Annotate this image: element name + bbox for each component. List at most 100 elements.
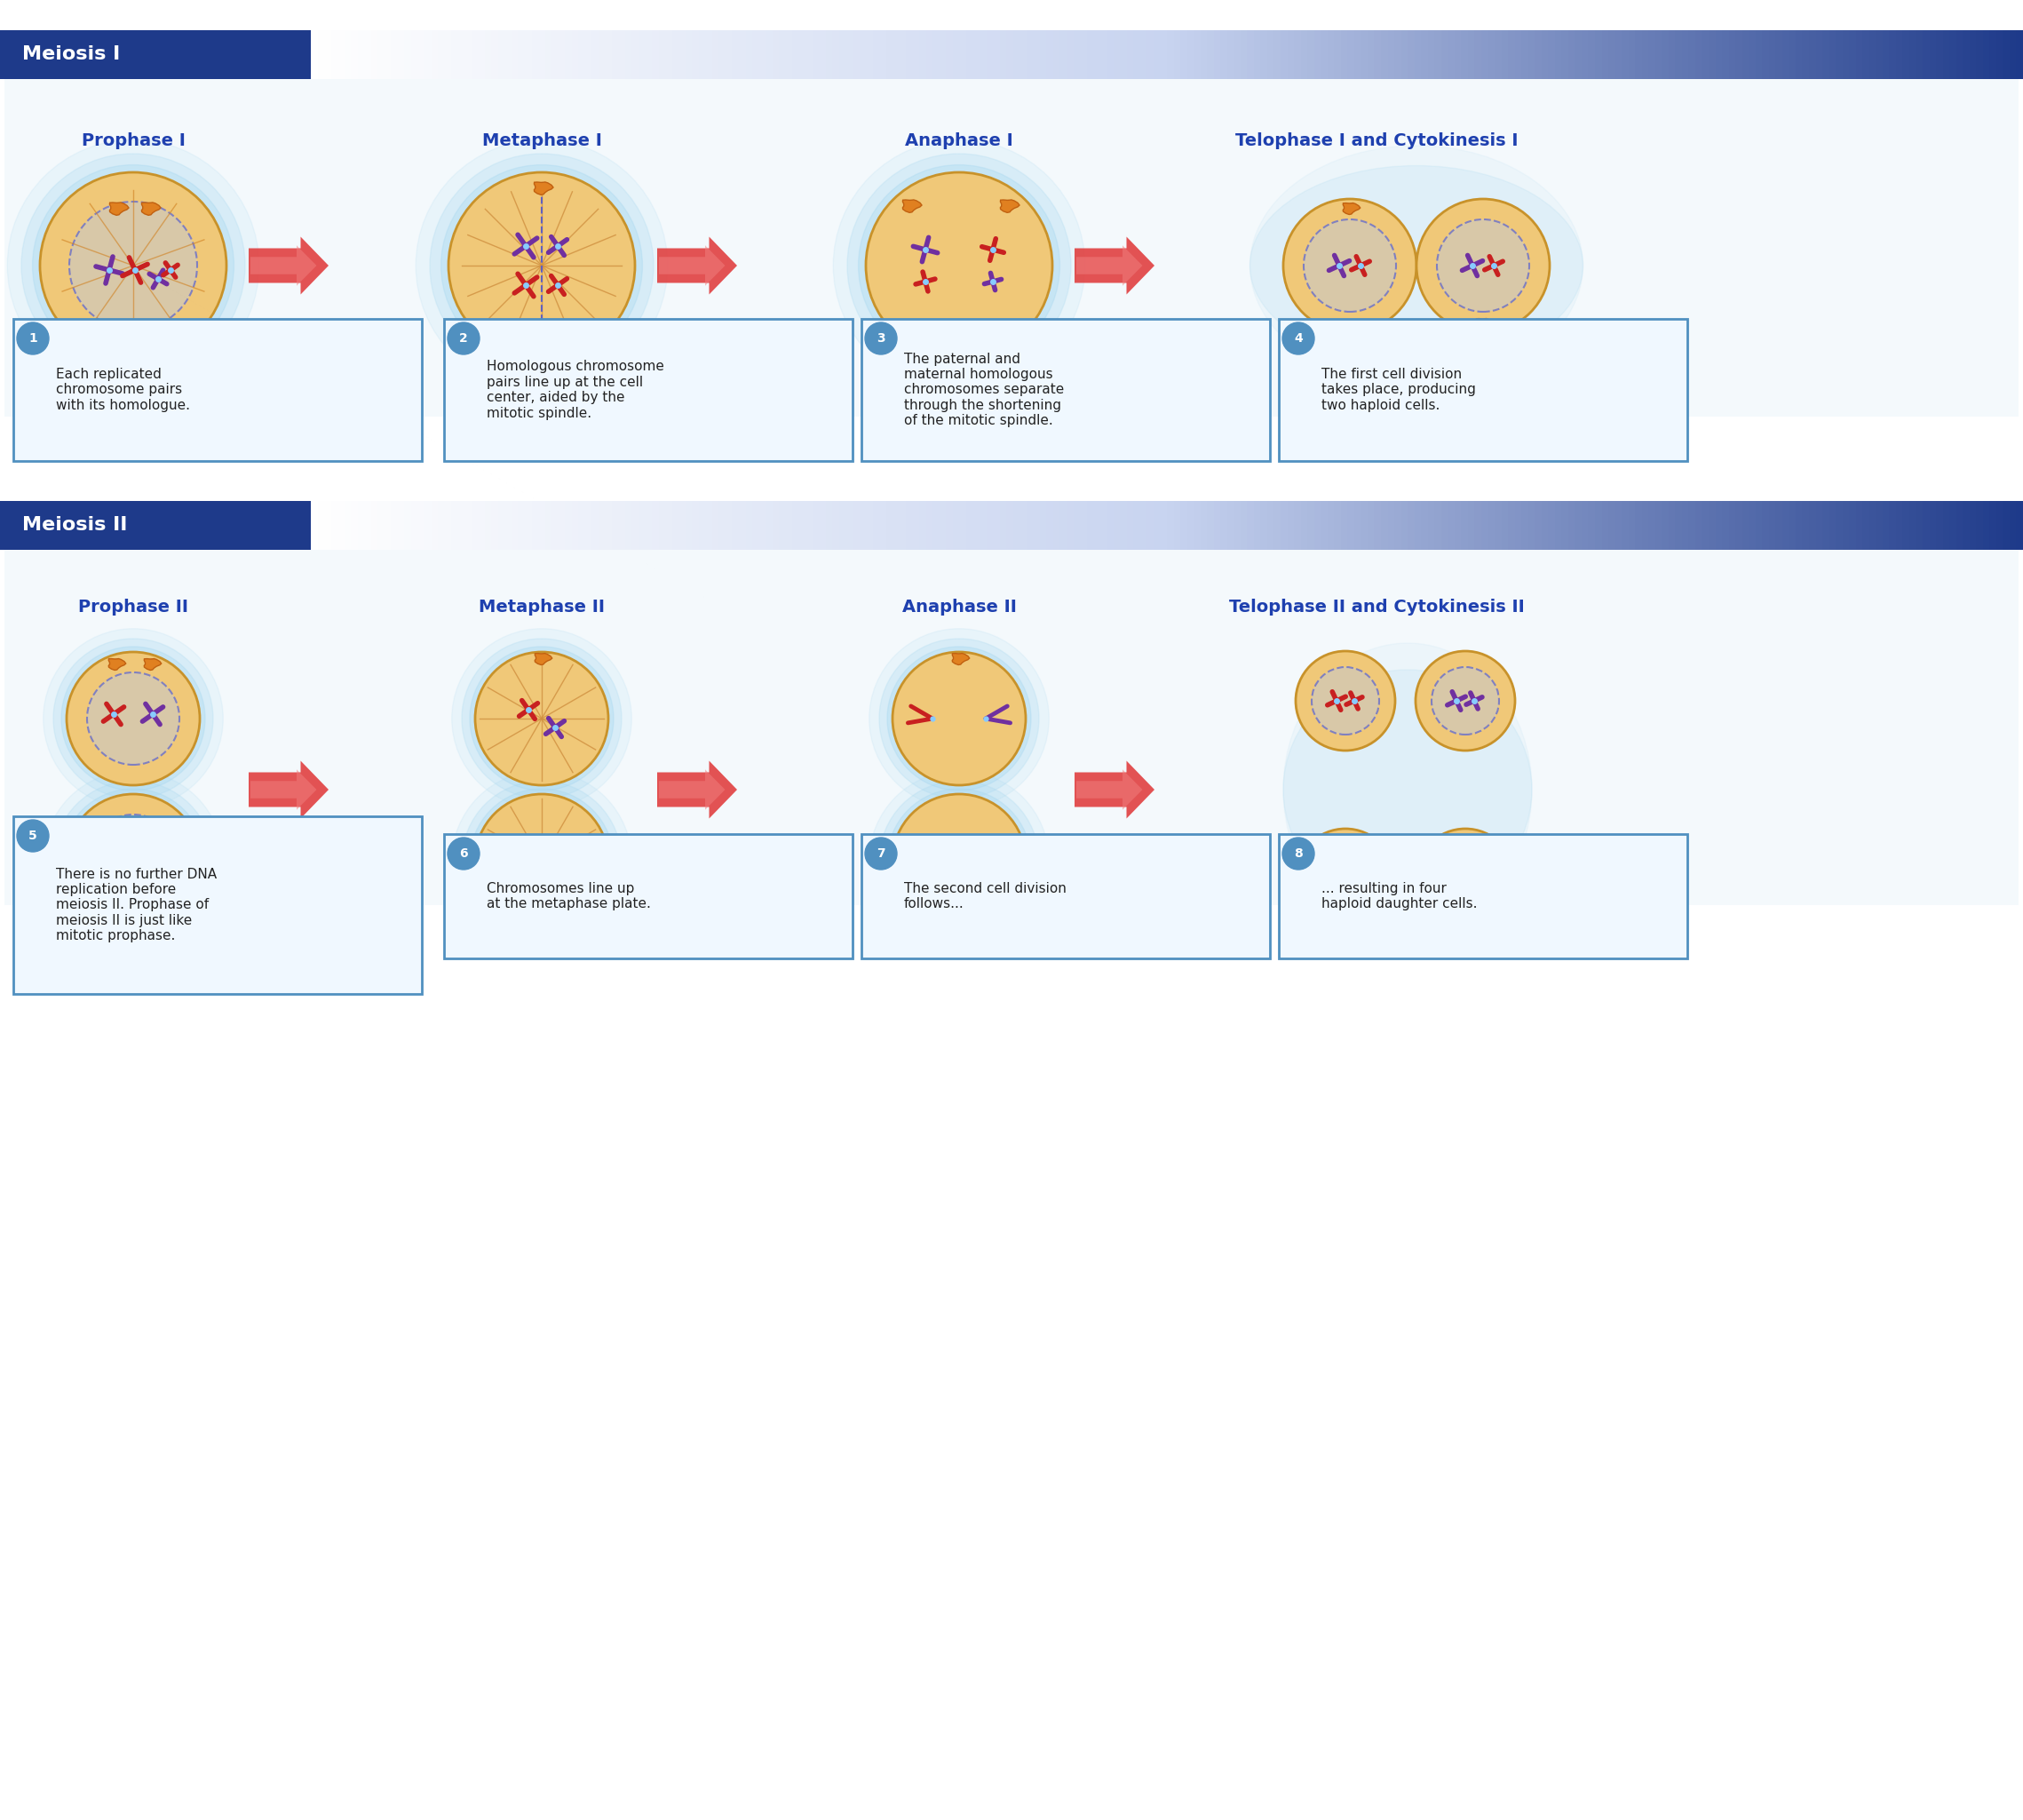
- Circle shape: [40, 173, 227, 359]
- Text: ... resulting in four
haploid daughter cells.: ... resulting in four haploid daughter c…: [1321, 883, 1477, 910]
- Ellipse shape: [1283, 670, 1531, 910]
- Circle shape: [475, 794, 609, 928]
- Text: Telophase I and Cytokinesis I: Telophase I and Cytokinesis I: [1236, 133, 1517, 149]
- Circle shape: [469, 788, 613, 932]
- Circle shape: [417, 140, 668, 391]
- FancyBboxPatch shape: [862, 318, 1270, 460]
- Circle shape: [1311, 844, 1380, 912]
- Text: Anaphase II: Anaphase II: [902, 599, 1016, 615]
- Polygon shape: [109, 912, 125, 923]
- Circle shape: [16, 322, 49, 355]
- Ellipse shape: [1283, 642, 1531, 935]
- Circle shape: [61, 788, 204, 932]
- Polygon shape: [534, 653, 552, 664]
- Polygon shape: [659, 246, 724, 286]
- Circle shape: [880, 781, 1040, 941]
- Polygon shape: [1343, 204, 1359, 215]
- FancyBboxPatch shape: [4, 550, 2019, 905]
- Circle shape: [1416, 828, 1515, 928]
- Circle shape: [461, 639, 621, 799]
- Circle shape: [1432, 844, 1499, 912]
- Polygon shape: [1076, 246, 1143, 286]
- Text: 2: 2: [459, 333, 467, 344]
- Circle shape: [866, 322, 896, 355]
- FancyBboxPatch shape: [14, 817, 423, 994]
- Polygon shape: [999, 200, 1020, 213]
- Polygon shape: [534, 339, 552, 351]
- Circle shape: [866, 837, 896, 870]
- Circle shape: [447, 837, 479, 870]
- Polygon shape: [659, 770, 724, 810]
- Text: Prophase II: Prophase II: [79, 599, 188, 615]
- Circle shape: [61, 646, 204, 790]
- Text: Each replicated
chromosome pairs
with its homologue.: Each replicated chromosome pairs with it…: [57, 368, 190, 411]
- FancyBboxPatch shape: [443, 318, 852, 460]
- Polygon shape: [534, 182, 552, 195]
- Circle shape: [87, 672, 180, 764]
- Text: 4: 4: [1295, 333, 1303, 344]
- Text: 5: 5: [28, 830, 36, 843]
- Circle shape: [833, 140, 1084, 391]
- Text: 1: 1: [28, 333, 36, 344]
- FancyBboxPatch shape: [4, 78, 2019, 417]
- FancyBboxPatch shape: [14, 318, 423, 460]
- Circle shape: [8, 140, 259, 391]
- Circle shape: [880, 639, 1040, 799]
- Circle shape: [429, 153, 653, 377]
- Circle shape: [475, 652, 609, 784]
- Polygon shape: [953, 653, 969, 664]
- Circle shape: [1295, 828, 1396, 928]
- Circle shape: [469, 646, 613, 790]
- Polygon shape: [249, 237, 328, 295]
- Polygon shape: [144, 912, 162, 923]
- Circle shape: [1416, 198, 1550, 333]
- Circle shape: [16, 819, 49, 852]
- Ellipse shape: [1250, 146, 1582, 386]
- Circle shape: [67, 652, 200, 784]
- Circle shape: [451, 770, 631, 950]
- Polygon shape: [144, 659, 162, 670]
- Polygon shape: [1074, 761, 1155, 819]
- Circle shape: [892, 794, 1026, 928]
- Text: Telophase II and Cytokinesis II: Telophase II and Cytokinesis II: [1228, 599, 1523, 615]
- Text: 3: 3: [876, 333, 886, 344]
- Circle shape: [53, 639, 212, 799]
- Text: 6: 6: [459, 848, 467, 859]
- Circle shape: [22, 153, 245, 377]
- Bar: [0, 501, 312, 550]
- Circle shape: [67, 794, 200, 928]
- Circle shape: [1436, 220, 1529, 311]
- Polygon shape: [534, 915, 552, 928]
- Circle shape: [451, 628, 631, 808]
- Polygon shape: [1074, 237, 1155, 295]
- Polygon shape: [657, 761, 736, 819]
- Circle shape: [461, 781, 621, 941]
- Circle shape: [87, 815, 180, 906]
- Polygon shape: [1076, 770, 1143, 810]
- Circle shape: [888, 646, 1032, 790]
- Ellipse shape: [1250, 166, 1582, 366]
- Polygon shape: [249, 761, 328, 819]
- Circle shape: [870, 770, 1050, 950]
- Circle shape: [53, 781, 212, 941]
- Text: The paternal and
maternal homologous
chromosomes separate
through the shortening: The paternal and maternal homologous chr…: [904, 353, 1064, 428]
- Circle shape: [1303, 220, 1396, 311]
- Circle shape: [447, 322, 479, 355]
- Circle shape: [1283, 837, 1315, 870]
- Text: Metaphase II: Metaphase II: [479, 599, 605, 615]
- Circle shape: [1283, 198, 1416, 333]
- FancyBboxPatch shape: [862, 834, 1270, 959]
- Circle shape: [892, 652, 1026, 784]
- Text: Meiosis II: Meiosis II: [22, 517, 127, 535]
- Polygon shape: [109, 202, 129, 215]
- Circle shape: [42, 628, 223, 808]
- Polygon shape: [1477, 318, 1493, 329]
- Circle shape: [1311, 668, 1380, 735]
- FancyBboxPatch shape: [1279, 834, 1687, 959]
- Polygon shape: [953, 915, 969, 928]
- Polygon shape: [251, 770, 316, 810]
- Circle shape: [866, 173, 1052, 359]
- Circle shape: [848, 153, 1070, 377]
- Circle shape: [870, 628, 1050, 808]
- Text: Meiosis I: Meiosis I: [22, 46, 119, 64]
